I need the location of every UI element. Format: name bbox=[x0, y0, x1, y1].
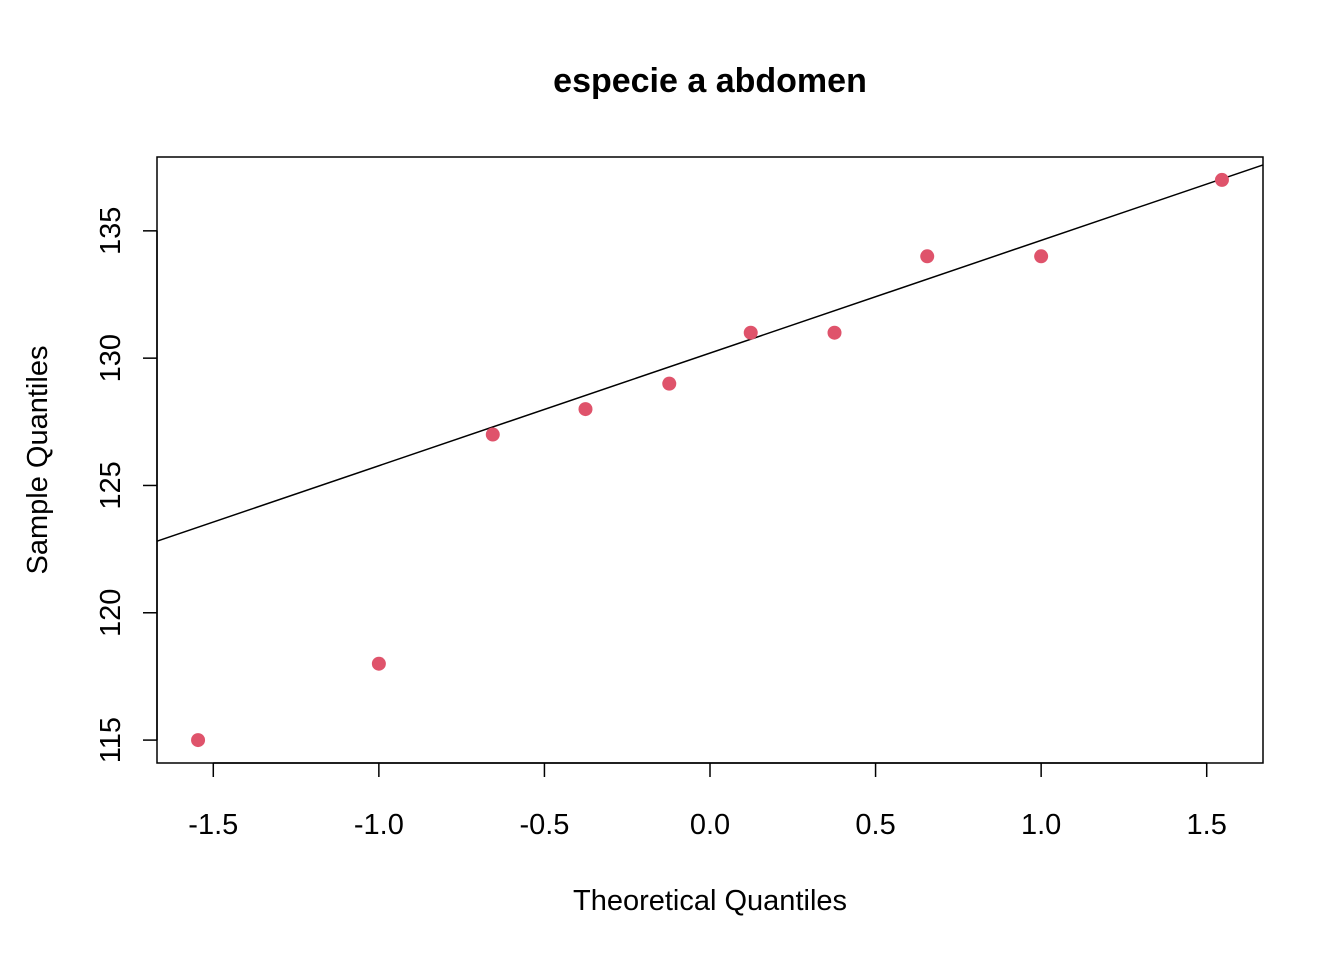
x-tick-label: -1.5 bbox=[188, 809, 238, 841]
qq-reference-line bbox=[156, 164, 1264, 542]
data-point bbox=[485, 427, 500, 442]
data-point bbox=[578, 402, 593, 417]
y-axis: 115 120 125 130 135 bbox=[95, 207, 158, 763]
data-point bbox=[827, 325, 842, 340]
x-tick-label: 0.5 bbox=[855, 809, 895, 841]
y-tick-label: 120 bbox=[95, 589, 127, 637]
data-point bbox=[662, 376, 677, 391]
data-point bbox=[920, 249, 935, 264]
x-axis: -1.5 -1.0 -0.5 0.0 0.5 1.0 1.5 bbox=[188, 762, 1227, 841]
y-tick-label: 125 bbox=[95, 461, 127, 509]
data-point bbox=[191, 733, 206, 748]
y-tick-label: 115 bbox=[95, 717, 127, 763]
y-tick-label: 130 bbox=[95, 334, 127, 382]
x-axis-label: Theoretical Quantiles bbox=[573, 885, 847, 917]
x-tick-label: 1.0 bbox=[1021, 809, 1061, 841]
plot-frame bbox=[156, 156, 1264, 764]
x-tick-label: 0.0 bbox=[690, 809, 730, 841]
y-axis-label: Sample Quantiles bbox=[22, 346, 54, 575]
data-points bbox=[191, 172, 1229, 748]
data-point bbox=[743, 325, 758, 340]
data-point bbox=[371, 656, 386, 671]
x-tick-label: -0.5 bbox=[519, 809, 569, 841]
data-point bbox=[1034, 249, 1049, 264]
y-tick-label: 135 bbox=[95, 207, 127, 255]
x-tick-label: -1.0 bbox=[354, 809, 404, 841]
data-point bbox=[1214, 172, 1229, 187]
x-tick-label: 1.5 bbox=[1187, 809, 1227, 841]
chart-title: especie a abdomen bbox=[553, 62, 867, 100]
